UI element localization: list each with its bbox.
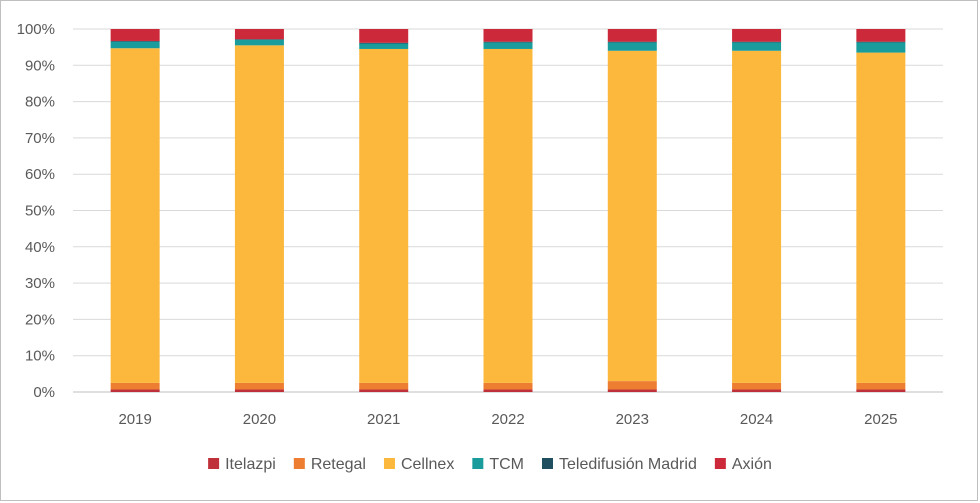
y-tick-label: 10% bbox=[25, 348, 55, 365]
legend-label: Axión bbox=[732, 456, 772, 473]
y-tick-label: 50% bbox=[25, 203, 55, 220]
x-tick-label: 2025 bbox=[864, 411, 897, 428]
bar-segment-teledifusi-n-madrid bbox=[483, 41, 533, 43]
bar-segment-retegal bbox=[607, 381, 657, 390]
legend-label: Itelazpi bbox=[225, 456, 276, 473]
bar-segment-cellnex bbox=[856, 52, 906, 383]
bar-segment-axi-n bbox=[483, 29, 533, 42]
bar-segment-itelazpi bbox=[732, 389, 782, 392]
x-tick-label: 2023 bbox=[616, 411, 649, 428]
legend-swatch bbox=[714, 458, 726, 469]
y-tick-label: 80% bbox=[25, 94, 55, 111]
bar-segment-axi-n bbox=[607, 29, 657, 42]
y-tick-label: 40% bbox=[25, 239, 55, 256]
bar-segment-itelazpi bbox=[607, 389, 657, 392]
bar-segment-itelazpi bbox=[856, 389, 906, 392]
bar-segment-axi-n bbox=[856, 29, 906, 42]
y-tick-label: 70% bbox=[25, 130, 55, 147]
legend-label: Teledifusión Madrid bbox=[559, 456, 697, 473]
x-tick-label: 2022 bbox=[491, 411, 524, 428]
bar-segment-tcm bbox=[732, 42, 782, 51]
bar-segment-teledifusi-n-madrid bbox=[856, 41, 906, 43]
bar-segment-tcm bbox=[110, 41, 160, 49]
bar-segment-cellnex bbox=[732, 50, 782, 383]
legend-swatch bbox=[472, 458, 484, 469]
bar-segment-tcm bbox=[359, 43, 409, 49]
bar-segment-tcm bbox=[234, 39, 284, 46]
bar-segment-itelazpi bbox=[110, 389, 160, 392]
bar-segment-cellnex bbox=[359, 48, 409, 383]
bar-segment-cellnex bbox=[483, 48, 533, 383]
bar-segment-itelazpi bbox=[234, 389, 284, 392]
legend-label: TCM bbox=[489, 456, 524, 473]
y-tick-label: 30% bbox=[25, 275, 55, 292]
bar-segment-axi-n bbox=[234, 29, 284, 40]
bar-segment-axi-n bbox=[732, 29, 782, 42]
bar-segment-teledifusi-n-madrid bbox=[607, 41, 657, 43]
bar-segment-itelazpi bbox=[483, 389, 533, 392]
bar-segment-cellnex bbox=[234, 45, 284, 383]
legend-label: Retegal bbox=[311, 456, 366, 473]
bar-segment-tcm bbox=[607, 42, 657, 51]
legend-swatch bbox=[383, 458, 395, 469]
bar-segment-retegal bbox=[856, 382, 906, 390]
bar-segment-retegal bbox=[732, 382, 782, 390]
y-tick-label: 90% bbox=[25, 57, 55, 74]
bar-segment-retegal bbox=[110, 382, 160, 390]
bar-segment-itelazpi bbox=[359, 389, 409, 392]
y-tick-label: 0% bbox=[33, 384, 55, 401]
bar-segment-tcm bbox=[856, 42, 906, 53]
bar-segment-retegal bbox=[483, 382, 533, 390]
bar-segment-teledifusi-n-madrid bbox=[359, 42, 409, 44]
bar-segment-axi-n bbox=[110, 29, 160, 41]
bar-segment-tcm bbox=[483, 42, 533, 49]
bar-segment-teledifusi-n-madrid bbox=[234, 39, 284, 40]
y-tick-label: 20% bbox=[25, 311, 55, 328]
legend-swatch bbox=[541, 458, 553, 469]
legend-label: Cellnex bbox=[401, 456, 454, 473]
x-tick-label: 2020 bbox=[243, 411, 276, 428]
bar-segment-cellnex bbox=[607, 50, 657, 382]
x-tick-label: 2019 bbox=[118, 411, 151, 428]
y-tick-label: 100% bbox=[17, 21, 55, 38]
x-tick-label: 2021 bbox=[367, 411, 400, 428]
legend-swatch bbox=[293, 458, 305, 469]
bar-segment-axi-n bbox=[359, 29, 409, 43]
bar-segment-cellnex bbox=[110, 48, 160, 383]
x-tick-label: 2024 bbox=[740, 411, 773, 428]
bar-segment-retegal bbox=[234, 382, 284, 390]
y-tick-label: 60% bbox=[25, 166, 55, 183]
bar-segment-teledifusi-n-madrid bbox=[110, 40, 160, 42]
bar-segment-retegal bbox=[359, 382, 409, 390]
legend-swatch bbox=[208, 458, 220, 469]
bar-segment-teledifusi-n-madrid bbox=[732, 41, 782, 43]
